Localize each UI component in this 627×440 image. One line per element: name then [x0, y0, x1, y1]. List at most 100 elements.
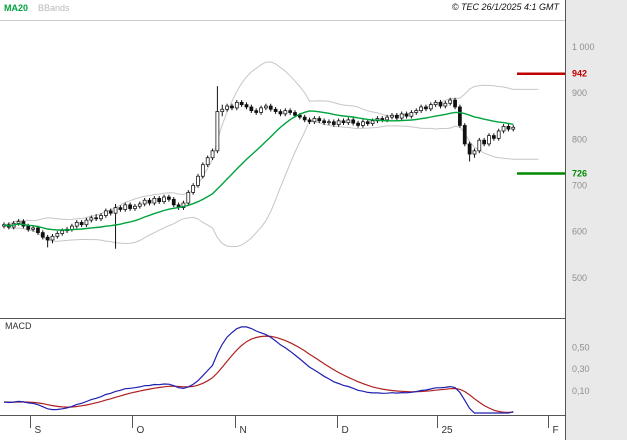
candle-body [147, 199, 152, 204]
candle-body [322, 120, 326, 124]
bollinger-upper-band-line [3, 61, 539, 226]
candle-body [283, 110, 288, 115]
candle-body [191, 185, 196, 193]
candle-body [370, 120, 375, 124]
candle-body [496, 130, 501, 139]
time-axis-label: 25 [442, 425, 454, 436]
time-axis-label: S [35, 425, 42, 436]
candle-body [31, 227, 35, 230]
candle-body [399, 113, 404, 119]
candle-body [443, 102, 448, 107]
candle-body [74, 222, 79, 227]
candle-body [60, 230, 65, 234]
price-tick-label: 700 [572, 180, 587, 190]
candle-body [16, 221, 21, 224]
candle-body [171, 198, 176, 206]
macd-tick-label: 0,10 [572, 386, 590, 396]
price-tick-label: 500 [572, 273, 587, 283]
price-tick-label: 1 000 [572, 42, 595, 52]
candle-body [230, 105, 234, 109]
candle-body [162, 196, 166, 203]
candle-body [433, 101, 438, 106]
candle-body [394, 114, 399, 119]
candle-body [249, 106, 254, 112]
candle-body [458, 106, 462, 126]
candle-body [293, 112, 297, 116]
candle-body [79, 222, 84, 226]
candle-body [215, 111, 220, 152]
candle-body [45, 236, 50, 241]
candle-body [234, 101, 239, 109]
macd-signal-line [3, 335, 514, 414]
candle-body [128, 204, 132, 209]
candle-body [351, 119, 356, 124]
candle-body [336, 120, 341, 125]
candle-body [89, 217, 94, 221]
candle-body [302, 116, 307, 121]
candle-body [167, 196, 171, 200]
candle-body [118, 207, 123, 210]
candle-body [94, 217, 99, 220]
candle-body [491, 135, 496, 139]
candle-body [438, 101, 443, 107]
candle-body [40, 232, 45, 238]
candle-body [268, 105, 273, 110]
candle-body [152, 198, 157, 204]
candle-body [26, 225, 31, 230]
candle-body [453, 99, 457, 108]
price-tick-label: 900 [572, 88, 587, 98]
candle-body [327, 121, 331, 124]
candle-body [312, 118, 317, 123]
candle-body [307, 119, 312, 123]
price-tick-label: 800 [572, 134, 587, 144]
candle-body [157, 198, 162, 203]
candle-body [99, 215, 103, 220]
candle-body [133, 205, 137, 209]
candle-body [511, 126, 516, 130]
candle-body [50, 235, 55, 241]
candle-body [331, 121, 336, 125]
time-axis-label: D [342, 425, 349, 436]
candle-body [108, 210, 113, 214]
candle-body [137, 203, 142, 207]
candle-body [200, 164, 205, 177]
candle-body [186, 192, 191, 204]
copyright-timestamp: © TEC 26/1/2025 4:1 GMT [451, 2, 559, 12]
price-tick-label: 600 [572, 227, 587, 237]
candle-body [210, 150, 215, 159]
price-level-label: 726 [572, 168, 587, 178]
candle-body [482, 139, 487, 145]
candle-body [462, 125, 467, 145]
candle-body [205, 157, 210, 166]
time-axis-label: N [240, 425, 247, 436]
candle-body [365, 121, 370, 124]
candle-body [419, 106, 423, 112]
candle-body [123, 204, 128, 210]
candle-body [278, 111, 283, 115]
candle-body [84, 219, 89, 226]
candle-body [341, 120, 346, 124]
candle-body [361, 121, 365, 126]
macd-tick-label: 0,50 [572, 342, 590, 352]
candle-body [113, 207, 118, 214]
ma20-line [3, 110, 514, 231]
candle-body [259, 107, 263, 113]
candle-body [220, 108, 225, 112]
candle-body [103, 210, 108, 216]
candle-body [142, 199, 147, 205]
candle-body [239, 101, 244, 106]
candle-body [385, 116, 390, 121]
candle-body [424, 106, 428, 110]
candle-body [264, 105, 268, 109]
macd-panel-label: MACD [5, 321, 32, 331]
candle-body [506, 125, 511, 130]
candle-body [414, 110, 419, 113]
candle-body [196, 175, 200, 186]
candle-body [448, 99, 453, 104]
candle-body [273, 108, 278, 112]
candle-body [288, 110, 293, 113]
candle-body [409, 112, 414, 117]
price-scale-strip [565, 0, 627, 440]
